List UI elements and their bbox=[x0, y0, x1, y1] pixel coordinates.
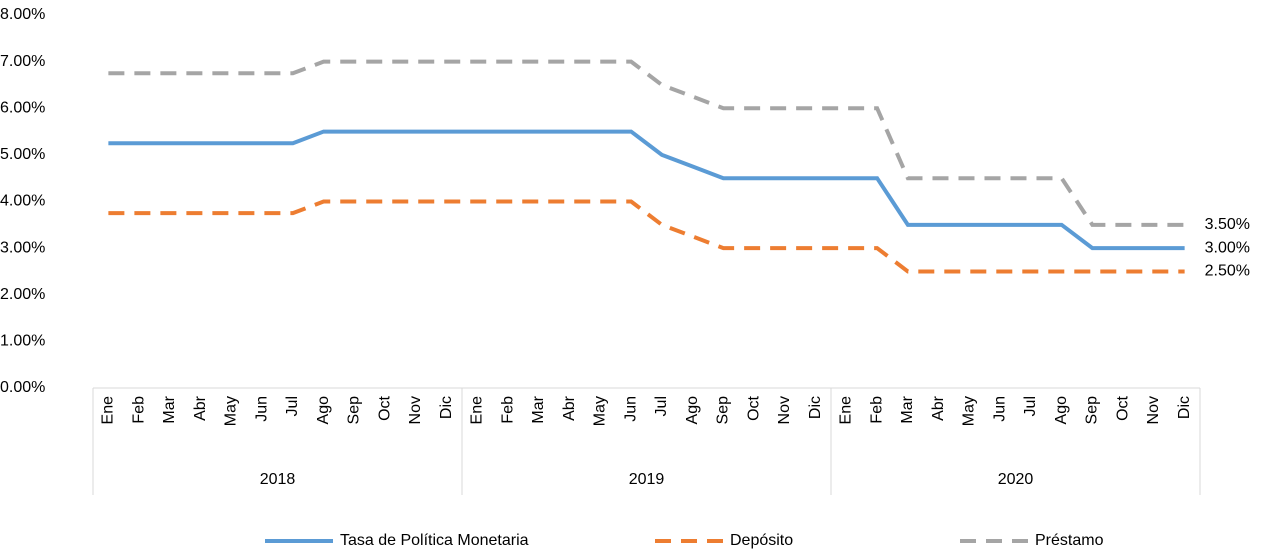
y-tick-label: 4.00% bbox=[0, 193, 45, 210]
x-tick-label: Dic bbox=[438, 396, 455, 419]
x-tick-label: Ene bbox=[838, 396, 855, 425]
group-label: 2020 bbox=[998, 471, 1034, 488]
x-tick-label: Jul bbox=[653, 396, 670, 416]
x-tick-label: May bbox=[961, 396, 978, 426]
y-tick-label: 7.00% bbox=[0, 53, 45, 70]
x-tick-label: Ene bbox=[469, 396, 486, 425]
x-tick-label: Feb bbox=[868, 396, 885, 424]
x-tick-label: May bbox=[592, 396, 609, 426]
x-tick-label: Sep bbox=[346, 396, 363, 425]
data-label: 3.00% bbox=[1205, 239, 1250, 256]
x-tick-label: May bbox=[223, 396, 240, 426]
x-tick-label: Feb bbox=[499, 396, 516, 424]
x-tick-label: Dic bbox=[807, 396, 824, 419]
x-tick-label: Nov bbox=[776, 396, 793, 424]
x-tick-label: Sep bbox=[1084, 396, 1101, 425]
x-tick-label: Jul bbox=[284, 396, 301, 416]
y-tick-label: 3.00% bbox=[0, 239, 45, 256]
y-tick-label: 2.00% bbox=[0, 286, 45, 303]
y-tick-label: 1.00% bbox=[0, 333, 45, 350]
x-tick-label: Ene bbox=[100, 396, 117, 425]
legend-label: Depósito bbox=[730, 532, 793, 549]
x-tick-label: Nov bbox=[1145, 396, 1162, 424]
x-tick-label: Abr bbox=[930, 395, 947, 421]
x-tick-label: Ago bbox=[315, 396, 332, 425]
data-label: 2.50% bbox=[1205, 263, 1250, 280]
legend-label: Préstamo bbox=[1035, 532, 1104, 549]
x-tick-label: Jul bbox=[1022, 396, 1039, 416]
y-tick-label: 8.00% bbox=[0, 6, 45, 23]
legend-label: Tasa de Política Monetaria bbox=[340, 532, 529, 549]
x-tick-label: Abr bbox=[192, 395, 209, 421]
x-tick-label: Oct bbox=[745, 395, 762, 420]
x-tick-label: Ago bbox=[684, 396, 701, 425]
x-tick-label: Jun bbox=[253, 396, 270, 422]
line-series bbox=[108, 129, 1185, 251]
x-tick-label: Mar bbox=[530, 395, 547, 423]
y-tick-label: 5.00% bbox=[0, 146, 45, 163]
x-tick-label: Mar bbox=[899, 395, 916, 423]
x-tick-label: Jun bbox=[991, 396, 1008, 422]
x-tick-label: Jun bbox=[622, 396, 639, 422]
group-label: 2019 bbox=[629, 471, 665, 488]
x-tick-label: Dic bbox=[1176, 396, 1193, 419]
y-tick-label: 0.00% bbox=[0, 379, 45, 396]
line-series bbox=[108, 199, 1185, 274]
x-tick-label: Ago bbox=[1053, 396, 1070, 425]
x-tick-label: Mar bbox=[161, 395, 178, 423]
x-tick-label: Feb bbox=[130, 396, 147, 424]
data-label: 3.50% bbox=[1205, 216, 1250, 233]
x-tick-label: Nov bbox=[407, 396, 424, 424]
y-tick-label: 6.00% bbox=[0, 99, 45, 116]
x-tick-label: Abr bbox=[561, 395, 578, 421]
x-tick-label: Sep bbox=[715, 396, 732, 425]
group-label: 2018 bbox=[260, 471, 296, 488]
x-tick-label: Oct bbox=[1114, 395, 1131, 420]
x-tick-label: Oct bbox=[376, 395, 393, 420]
